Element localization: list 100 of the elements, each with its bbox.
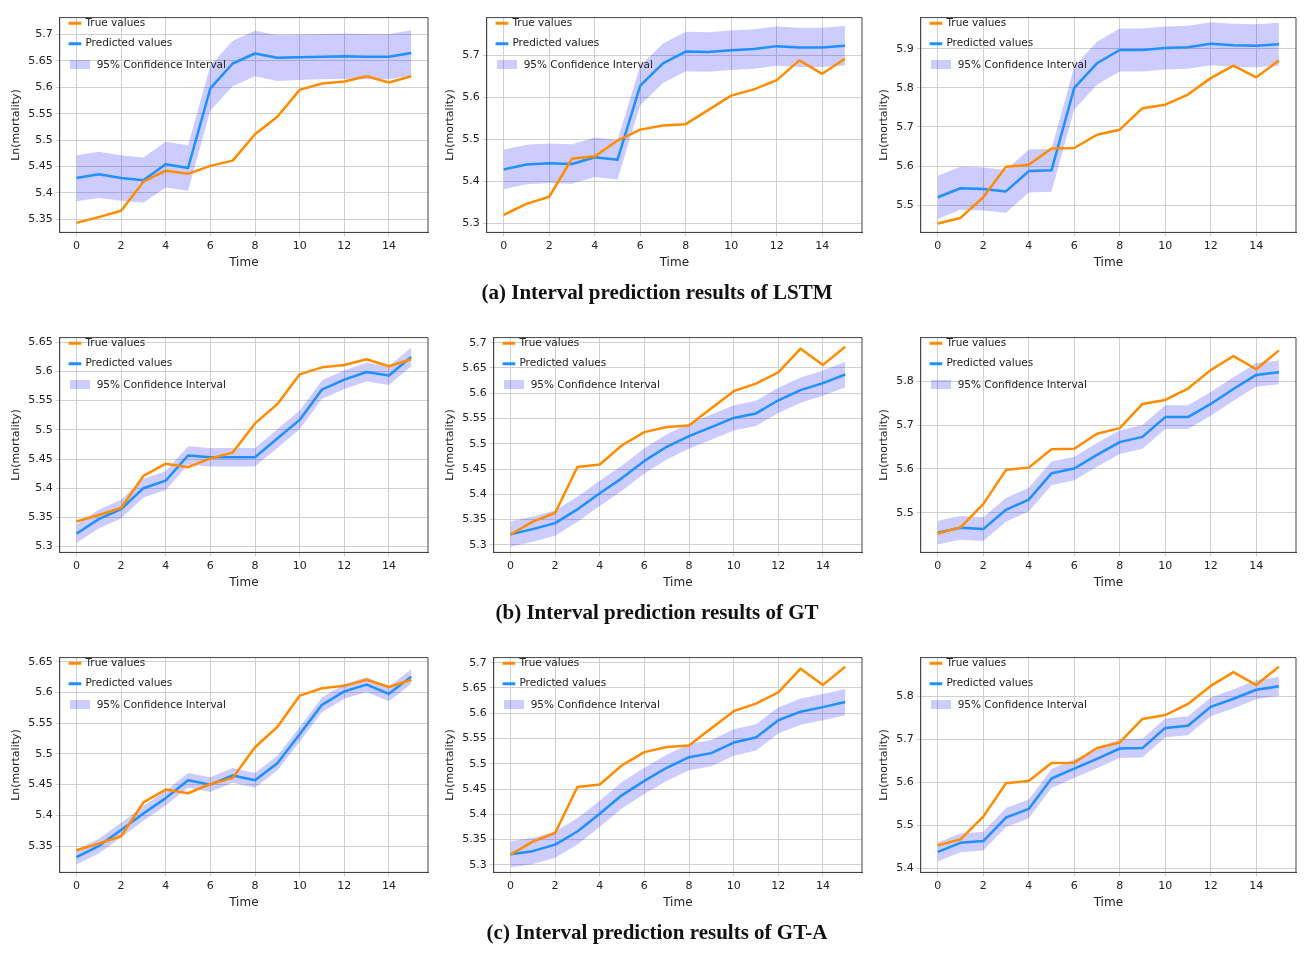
y-tick-label: 5.65 [28,654,53,668]
annotation: 95% Confidence Interval [96,698,226,710]
x-axis-title: Time [662,574,693,589]
x-tick-label: 12 [337,238,352,252]
legend-label: True values [518,655,580,668]
y-tick-label: 5.35 [28,212,53,226]
y-tick-label: 5.5 [896,197,914,211]
legend-label: True values [945,655,1007,668]
text: (a) Interval prediction results of LSTM [480,280,834,305]
y-tick-label: 5.6 [35,364,53,378]
y-tick-label: 5.6 [896,158,914,172]
y-tick-label: 5.4 [469,807,487,821]
y-tick-label: 5.5 [896,818,914,832]
x-tick-label: 0 [72,878,80,892]
y-tick-label: 5.6 [462,90,480,104]
y-tick-label: 5.6 [469,386,487,400]
y-tick-label: 5.65 [28,53,53,67]
annotation: 95% Confidence Interval [523,58,653,70]
legend-label: Predicted values [519,676,607,689]
y-tick-label: 5.35 [28,838,53,852]
legend-label: True values [945,15,1007,28]
x-tick-label: 4 [1025,238,1033,252]
x-tick-label: 14 [1249,558,1264,572]
y-tick-label: 5.45 [28,451,53,465]
x-axis-title: Time [658,254,690,269]
x-tick-label: 6 [206,238,214,252]
legend-label: True values [84,655,146,668]
x-tick-label: 2 [979,878,987,892]
y-tick-label: 5.55 [462,411,487,425]
x-tick-label: 6 [206,878,214,892]
y-tick-label: 5.7 [896,732,914,746]
legend-label: Predicted values [85,356,173,369]
legend-label: Predicted values [946,356,1034,369]
y-tick-label: 5.4 [469,487,487,501]
y-tick-label: 5.5 [469,436,487,450]
x-tick-label: 4 [162,238,170,252]
x-tick-label: 2 [551,878,559,892]
x-tick-label: 10 [1158,238,1173,252]
text: (b) Interval prediction results of GT [494,600,820,625]
y-axis-title: Ln(mortality) [443,89,457,161]
annotation: 95% Confidence Interval [530,698,660,710]
y-tick-label: 5.7 [35,27,53,41]
y-tick-label: 5.35 [462,832,487,846]
y-tick-label: 5.55 [28,393,53,407]
annotation: 95% Confidence Interval [530,378,660,390]
x-tick-label: 10 [726,878,741,892]
y-tick-label: 5.7 [896,417,914,431]
annotation: 95% Confidence Interval [957,378,1087,390]
x-axis-title: Time [228,574,259,589]
y-tick-label: 5.45 [462,461,487,475]
y-tick-label: 5.55 [462,731,487,745]
legend-label: True values [511,15,573,28]
x-tick-label: 4 [591,238,599,252]
x-tick-label: 6 [640,558,648,572]
legend-label: True values [518,335,580,348]
x-tick-label: 10 [724,238,739,252]
x-tick-label: 14 [1249,238,1264,252]
x-tick-label: 0 [72,238,80,252]
x-tick-label: 6 [640,878,648,892]
x-tick-label: 8 [1116,878,1124,892]
y-tick-label: 5.6 [35,80,53,94]
legend-label: Predicted values [85,676,173,689]
x-tick-label: 2 [979,238,987,252]
x-tick-label: 2 [117,878,125,892]
y-tick-label: 5.55 [28,106,53,120]
x-tick-label: 0 [934,238,942,252]
y-axis-title: Ln(mortality) [443,409,457,481]
y-axis-title: Ln(mortality) [9,89,23,161]
legend-label: True values [84,335,146,348]
y-tick-label: 5.3 [462,216,480,230]
x-tick-label: 0 [506,878,514,892]
y-tick-label: 5.65 [462,680,487,694]
x-tick-label: 6 [206,558,214,572]
legend-label: Predicted values [85,36,173,49]
annotation: 95% Confidence Interval [957,58,1087,70]
annotation: 95% Confidence Interval [957,698,1087,710]
x-tick-label: 2 [545,238,553,252]
x-tick-label: 12 [1203,558,1218,572]
x-tick-label: 6 [1070,878,1078,892]
x-tick-label: 8 [682,238,690,252]
y-tick-label: 5.8 [896,373,914,387]
y-tick-label: 5.9 [896,41,914,55]
y-tick-label: 5.5 [469,756,487,770]
y-tick-label: 5.3 [35,539,53,553]
x-tick-label: 10 [1158,558,1173,572]
y-tick-label: 5.35 [28,510,53,524]
x-tick-label: 10 [292,238,307,252]
legend-label: Predicted values [946,676,1034,689]
x-tick-label: 4 [1025,558,1033,572]
y-tick-label: 5.55 [28,716,53,730]
y-axis-title: Ln(mortality) [877,89,891,161]
x-tick-label: 8 [251,558,259,572]
x-tick-label: 4 [596,878,604,892]
x-tick-label: 10 [292,558,307,572]
x-tick-label: 0 [72,558,80,572]
x-tick-label: 2 [117,238,125,252]
y-tick-label: 5.5 [35,746,53,760]
y-axis-title: Ln(mortality) [9,729,23,801]
y-tick-label: 5.5 [35,422,53,436]
x-tick-label: 12 [1203,878,1218,892]
